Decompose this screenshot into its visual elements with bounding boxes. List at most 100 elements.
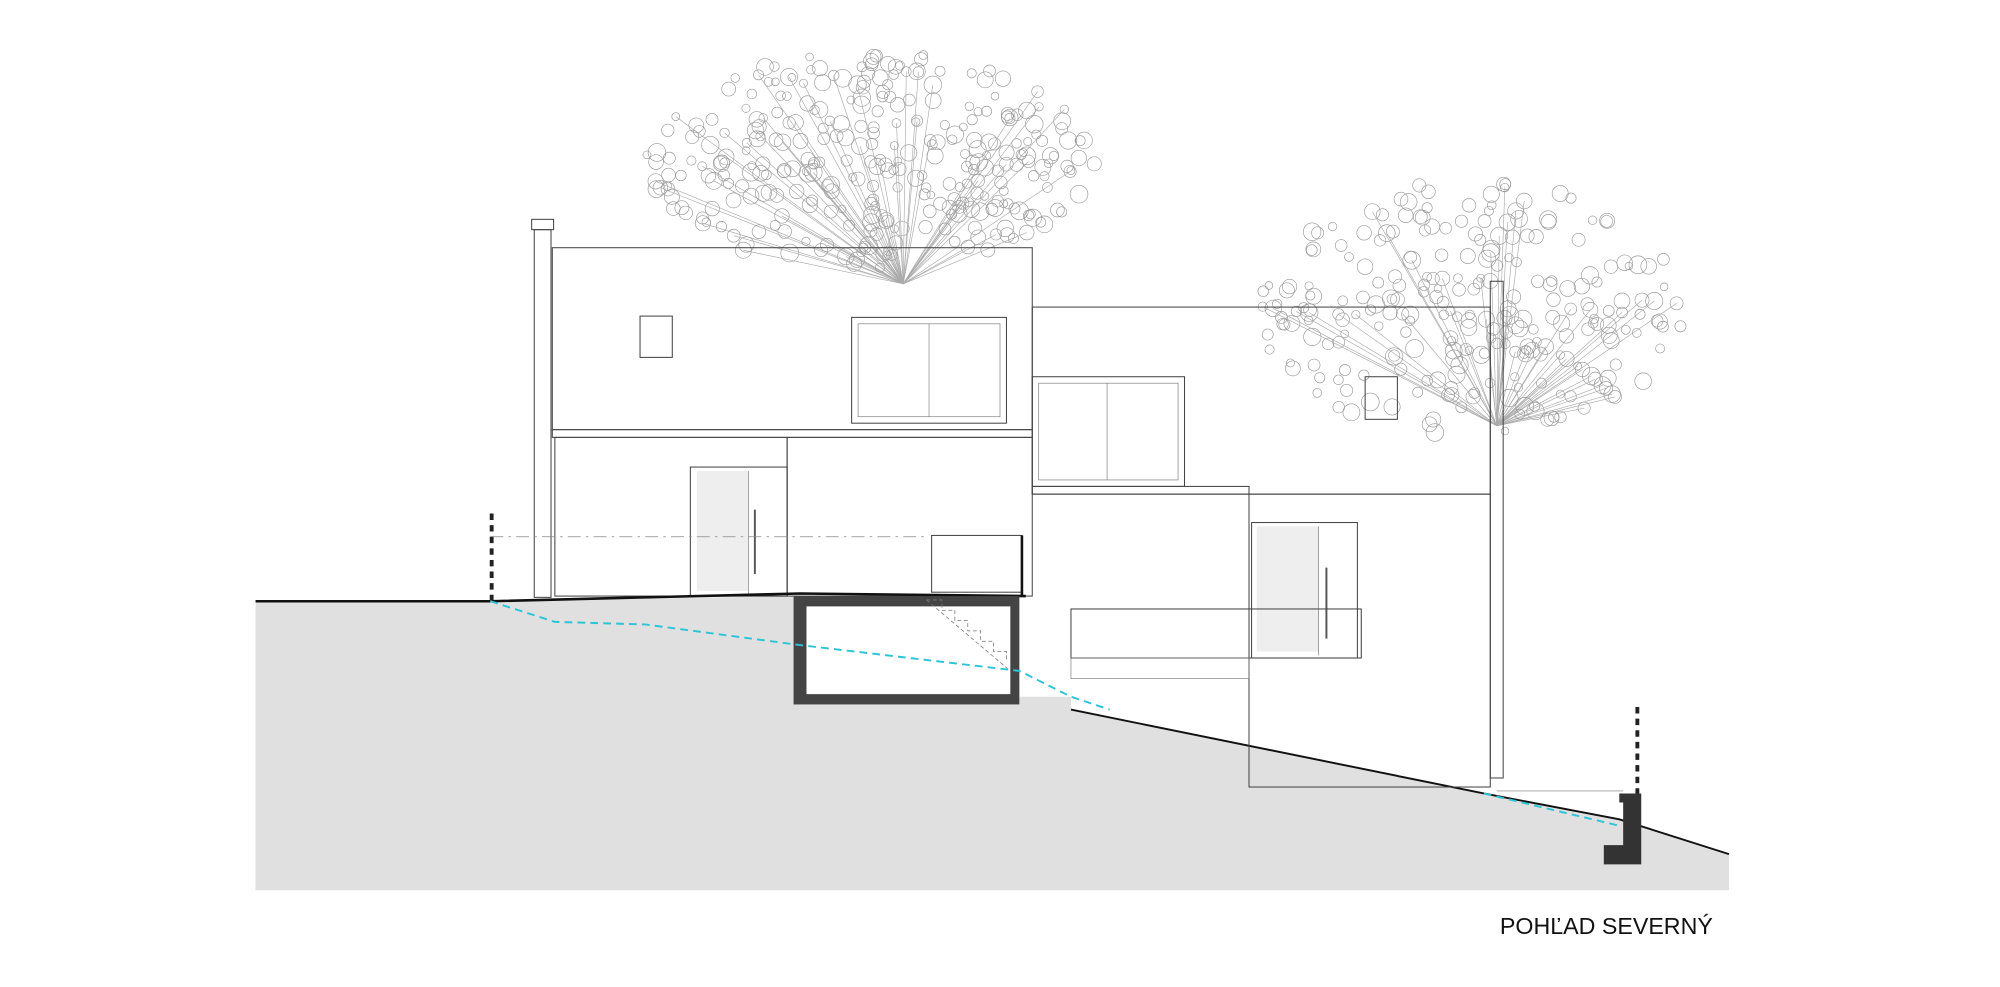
tree-foliage	[802, 166, 811, 176]
tree-foliage	[857, 74, 871, 89]
tree-foliage	[1454, 214, 1469, 228]
tree-foliage	[871, 105, 884, 118]
tree-foliage	[867, 121, 880, 134]
tree-foliage	[1555, 389, 1565, 399]
tree-foliage	[923, 204, 937, 218]
tree-foliage	[741, 163, 761, 182]
tree-foliage	[1059, 104, 1070, 115]
tree-foliage	[1028, 170, 1040, 182]
tree-foliage	[1332, 308, 1345, 321]
tree-foliage	[701, 136, 720, 155]
tree-foliage	[1447, 365, 1466, 384]
tree-foliage	[1640, 258, 1657, 275]
tree-foliage	[1624, 261, 1634, 271]
tree-foliage	[1303, 315, 1314, 325]
tree-foliage	[1500, 426, 1510, 436]
tree-foliage	[724, 132, 904, 285]
tree-foliage	[961, 160, 973, 173]
tree-foliage	[814, 243, 829, 258]
tree-foliage	[918, 50, 929, 60]
tree-foliage	[1581, 322, 1595, 336]
tree-foliage	[824, 115, 836, 127]
tree-foliage	[1484, 205, 1494, 216]
tree-foliage	[968, 140, 987, 159]
tree-foliage	[929, 134, 946, 151]
tree-foliage	[1496, 396, 1616, 427]
tree-foliage	[1372, 276, 1385, 289]
tree-foliage	[1500, 338, 1511, 349]
tree-foliage	[1510, 210, 1528, 228]
tree-foliage	[814, 74, 831, 92]
tree-foliage	[721, 81, 736, 97]
tree-foliage	[678, 205, 693, 220]
tree-foliage	[1399, 193, 1418, 211]
tree-foliage	[1436, 295, 1450, 309]
tree-foliage	[1587, 215, 1598, 225]
tree-foliage	[1444, 381, 1459, 395]
tree-foliage	[1031, 85, 1044, 98]
tree-foliage	[1500, 388, 1519, 408]
tree-foliage	[1351, 310, 1361, 320]
tree-foliage	[758, 113, 768, 123]
tree-foliage	[1558, 350, 1575, 367]
tree-foliage	[726, 228, 741, 243]
tree-foliage	[1342, 403, 1361, 422]
tree-foliage	[713, 155, 728, 170]
tree-foliage	[1445, 341, 1463, 360]
tree-foliage	[1066, 166, 1076, 175]
tree-foliage	[902, 118, 1011, 285]
tree-foliage	[902, 71, 907, 284]
tree-foliage	[888, 69, 899, 80]
tree-foliage	[1386, 224, 1400, 239]
tree-foliage	[1546, 275, 1558, 287]
tree-foliage	[1504, 253, 1514, 263]
tree-foliage	[775, 90, 786, 101]
tree-foliage	[1587, 317, 1599, 329]
tree-foliage	[1069, 184, 1089, 204]
tree-foliage	[1340, 383, 1354, 397]
tree-foliage	[1278, 282, 1295, 299]
tree-foliage	[1651, 313, 1668, 330]
tree-foliage	[933, 196, 947, 211]
tree-foliage	[1511, 257, 1522, 268]
tree-foliage	[938, 222, 952, 236]
tree-foliage	[754, 184, 772, 202]
tree-foliage	[787, 114, 804, 131]
tree-foliage	[821, 178, 835, 192]
tree-foliage	[702, 223, 904, 285]
tree-foliage	[958, 122, 968, 132]
tree-foliage	[1340, 329, 1350, 339]
tree-foliage	[1634, 308, 1646, 320]
tree-foliage	[1496, 407, 1585, 427]
tree-foliage	[1305, 241, 1322, 258]
tree-foliage	[1459, 248, 1476, 264]
tree-foliage	[808, 159, 818, 170]
tree-foliage	[879, 159, 904, 284]
tree-foliage	[1580, 297, 1595, 312]
tree-foliage	[1385, 347, 1404, 366]
tree-foliage	[960, 239, 976, 255]
tree-foliage	[961, 178, 972, 189]
tree-foliage	[1393, 191, 1409, 207]
tree-foliage	[848, 172, 858, 182]
tree-foliage	[823, 204, 838, 219]
tree-foliage	[1519, 338, 1536, 355]
tree-foliage	[1421, 184, 1436, 199]
tree-foliage	[902, 71, 919, 284]
tree-foliage	[1418, 278, 1431, 291]
small-window	[639, 315, 673, 358]
tree-foliage	[1422, 271, 1432, 282]
tree-foliage	[1334, 239, 1348, 252]
tree-foliage	[1509, 345, 1522, 358]
tree-foliage	[1418, 286, 1430, 298]
tree-foliage	[700, 167, 717, 184]
tree-foliage	[1290, 305, 1302, 317]
tree-foliage	[769, 188, 785, 203]
tree-foliage	[934, 65, 946, 77]
tree-foliage	[1008, 202, 1021, 215]
tree-foliage	[852, 88, 871, 107]
tree-foliage	[1411, 260, 1498, 426]
tree-foliage	[738, 236, 755, 253]
tree-foliage	[885, 220, 904, 284]
